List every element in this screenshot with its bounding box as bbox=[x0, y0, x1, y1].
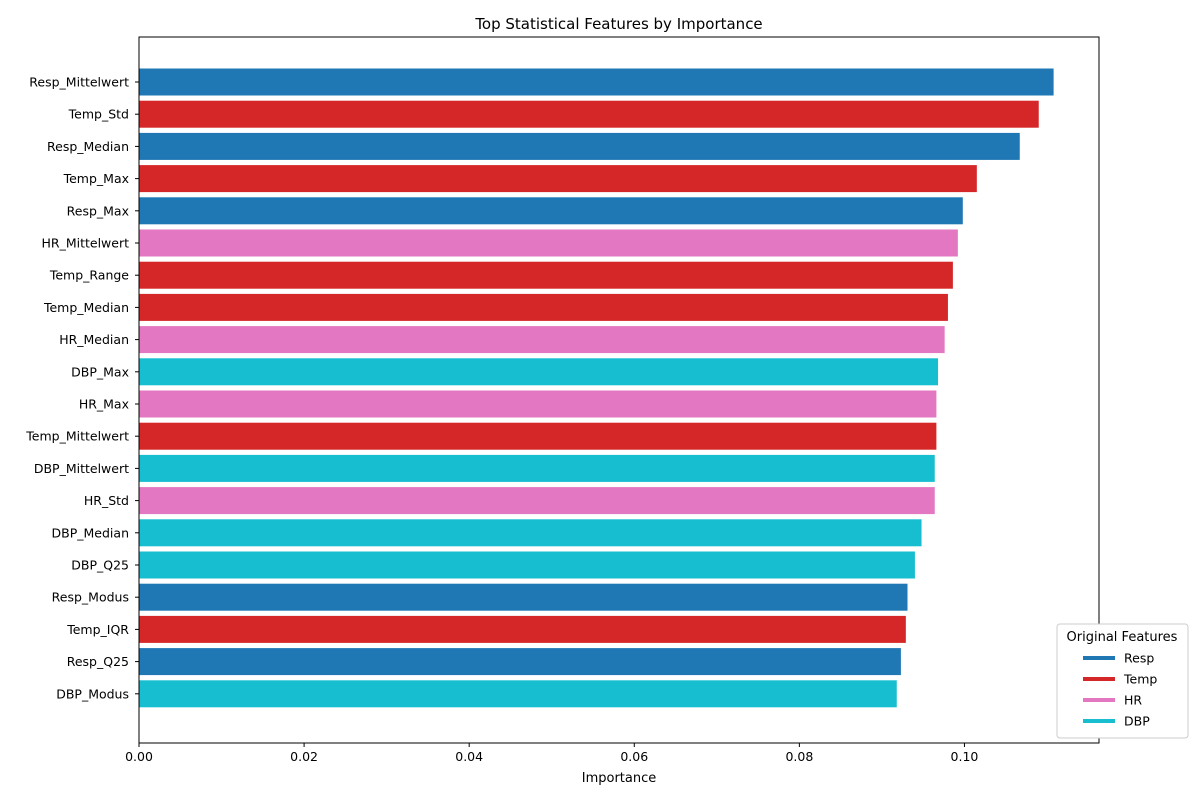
bar-dbp-q25 bbox=[139, 551, 915, 579]
category-label: HR_Median bbox=[59, 332, 129, 347]
category-label: DBP_Max bbox=[71, 364, 129, 379]
bar-resp-mittelwert bbox=[139, 68, 1054, 96]
category-label: Resp_Modus bbox=[52, 590, 129, 605]
category-label: Resp_Q25 bbox=[67, 654, 129, 669]
bar-resp-median bbox=[139, 132, 1020, 160]
category-label: Resp_Max bbox=[67, 203, 129, 218]
x-axis-label: Importance bbox=[582, 771, 657, 786]
bar-hr-mittelwert bbox=[139, 229, 958, 257]
x-tick-label: 0.02 bbox=[290, 749, 318, 764]
category-label: HR_Mittelwert bbox=[41, 236, 129, 251]
category-label: HR_Std bbox=[84, 493, 129, 508]
bar-resp-q25 bbox=[139, 648, 901, 676]
bar-hr-max bbox=[139, 390, 937, 418]
bar-temp-iqr bbox=[139, 615, 906, 643]
category-label: Temp_Max bbox=[63, 171, 129, 186]
bar-temp-std bbox=[139, 100, 1039, 128]
legend-title: Original Features bbox=[1067, 630, 1178, 645]
category-label: Resp_Mittelwert bbox=[29, 75, 129, 90]
category-label: HR_Max bbox=[79, 397, 129, 412]
legend-entries: Resp Temp HR DBP bbox=[1083, 651, 1157, 729]
bar-resp-modus bbox=[139, 583, 908, 611]
category-label: Temp_Range bbox=[49, 268, 129, 283]
legend-label-resp: Resp bbox=[1124, 651, 1154, 666]
chart-title: Top Statistical Features by Importance bbox=[474, 15, 762, 33]
bar-dbp-median bbox=[139, 519, 922, 547]
legend-label-hr: HR bbox=[1124, 693, 1142, 708]
bar-dbp-modus bbox=[139, 680, 897, 708]
bar-resp-max bbox=[139, 197, 963, 225]
bar-temp-mittelwert bbox=[139, 422, 937, 450]
x-tick-label: 0.06 bbox=[620, 749, 648, 764]
category-label: Temp_Median bbox=[43, 300, 129, 315]
bar-dbp-max bbox=[139, 358, 939, 386]
legend: Original Features Resp Temp HR DBP bbox=[1056, 623, 1189, 739]
x-tick-label: 0.08 bbox=[785, 749, 813, 764]
category-label: DBP_Modus bbox=[56, 686, 129, 701]
bar-hr-median bbox=[139, 326, 945, 354]
legend-label-dbp: DBP bbox=[1124, 714, 1150, 729]
x-tick-label: 0.00 bbox=[125, 749, 153, 764]
category-label: DBP_Median bbox=[52, 525, 129, 540]
category-label: Temp_Std bbox=[68, 107, 129, 122]
category-label: Temp_IQR bbox=[66, 622, 129, 637]
category-label: Temp_Mittelwert bbox=[25, 429, 129, 444]
bar-temp-range bbox=[139, 261, 953, 289]
x-tick-label: 0.04 bbox=[455, 749, 483, 764]
x-tick-label: 0.10 bbox=[951, 749, 979, 764]
category-label: DBP_Mittelwert bbox=[34, 461, 129, 476]
bar-temp-median bbox=[139, 293, 948, 321]
x-axis: 0.00 0.02 0.04 0.06 0.08 0.10 bbox=[125, 743, 978, 764]
legend-label-temp: Temp bbox=[1123, 672, 1157, 687]
bars-layer bbox=[139, 68, 1054, 708]
category-labels: Resp_Mittelwert Temp_Std Resp_Median Temp_M… bbox=[25, 75, 139, 701]
bar-dbp-mittelwert bbox=[139, 454, 935, 482]
category-label: DBP_Q25 bbox=[71, 558, 129, 573]
bar-temp-max bbox=[139, 165, 977, 193]
plot-frame bbox=[138, 36, 1100, 744]
bar-hr-std bbox=[139, 487, 935, 515]
category-label: Resp_Median bbox=[47, 139, 129, 154]
legend-box bbox=[1056, 623, 1189, 739]
